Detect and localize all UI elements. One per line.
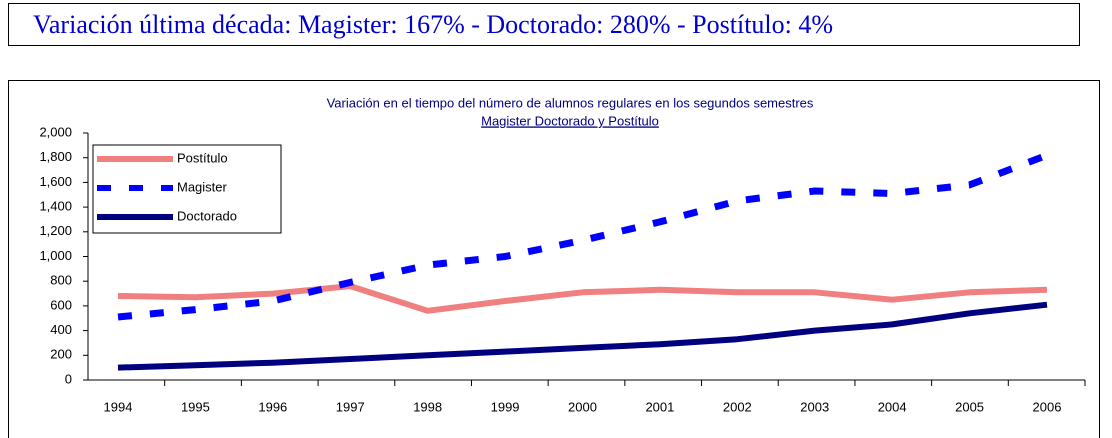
x-tick-label: 1996	[258, 399, 287, 414]
series-line	[117, 301, 1048, 371]
x-tick-label: 2002	[723, 399, 752, 414]
header-text: Variación última década: Magister: 167% …	[8, 3, 1080, 46]
x-tick-label: 2003	[800, 399, 829, 414]
y-tick-label: 1,600	[39, 174, 72, 189]
x-tick-label: 2006	[1033, 399, 1062, 414]
legend-label: Magister	[177, 179, 228, 194]
chart-frame	[8, 80, 1100, 438]
y-tick-label: 1,400	[39, 199, 72, 214]
chart-subtitle: Magister Doctorado y Postítulo	[481, 113, 659, 128]
y-tick-label: 800	[50, 273, 72, 288]
x-tick-label: 2001	[645, 399, 674, 414]
legend-label: Doctorado	[177, 208, 237, 223]
x-tick-label: 1994	[104, 399, 133, 414]
x-tick-label: 2004	[878, 399, 907, 414]
y-tick-label: 1,200	[39, 223, 72, 238]
y-tick-label: 0	[65, 371, 72, 386]
chart-title: Variación en el tiempo del número de alu…	[327, 95, 814, 110]
y-tick-label: 400	[50, 322, 72, 337]
series-line	[117, 283, 1048, 314]
x-tick-label: 1995	[181, 399, 210, 414]
y-tick-label: 1,800	[39, 149, 72, 164]
x-tick-label: 2005	[955, 399, 984, 414]
y-tick-label: 2,000	[39, 124, 72, 139]
x-tick-label: 2000	[568, 399, 597, 414]
x-tick-label: 1999	[491, 399, 520, 414]
x-tick-label: 1997	[336, 399, 365, 414]
x-tick-label: 1998	[413, 399, 442, 414]
y-tick-label: 600	[50, 297, 72, 312]
legend-label: Postítulo	[177, 150, 228, 165]
y-tick-label: 200	[50, 347, 72, 362]
y-tick-label: 1,000	[39, 248, 72, 263]
